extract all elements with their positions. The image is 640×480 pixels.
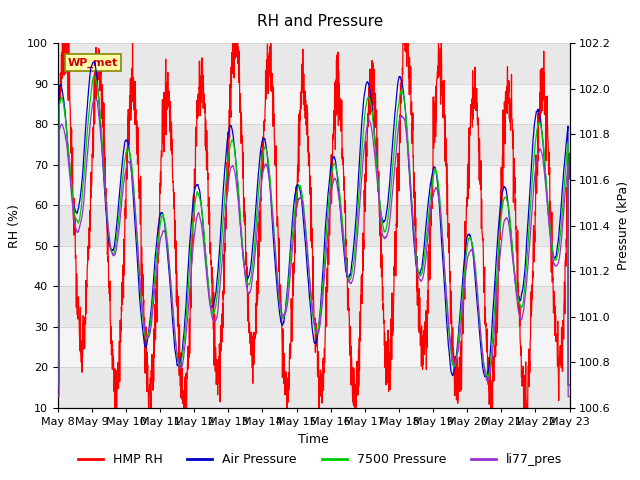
Bar [58, 246, 570, 287]
Bar [58, 368, 570, 408]
Text: WP_met: WP_met [68, 58, 118, 68]
Bar [58, 205, 570, 246]
Bar [58, 287, 570, 327]
Y-axis label: RH (%): RH (%) [8, 204, 21, 248]
Bar [58, 165, 570, 205]
Bar [58, 327, 570, 368]
X-axis label: Time: Time [298, 432, 329, 445]
Bar [58, 84, 570, 124]
Bar [58, 43, 570, 84]
Text: RH and Pressure: RH and Pressure [257, 14, 383, 29]
Y-axis label: Pressure (kPa): Pressure (kPa) [617, 181, 630, 270]
Legend: HMP RH, Air Pressure, 7500 Pressure, li77_pres: HMP RH, Air Pressure, 7500 Pressure, li7… [72, 448, 568, 471]
Bar [58, 124, 570, 165]
